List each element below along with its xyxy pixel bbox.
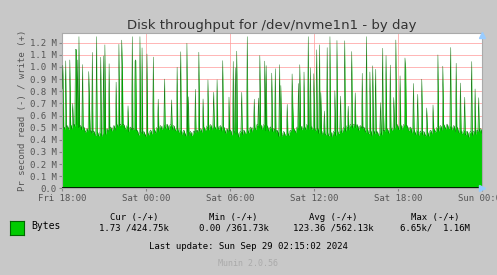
Text: 1.73 /424.75k: 1.73 /424.75k bbox=[99, 223, 169, 232]
Text: Avg (-/+): Avg (-/+) bbox=[309, 213, 357, 222]
Text: Max (-/+): Max (-/+) bbox=[411, 213, 459, 222]
Text: Munin 2.0.56: Munin 2.0.56 bbox=[219, 259, 278, 268]
Text: Cur (-/+): Cur (-/+) bbox=[110, 213, 159, 222]
Text: 6.65k/  1.16M: 6.65k/ 1.16M bbox=[400, 223, 470, 232]
Title: Disk throughput for /dev/nvme1n1 - by day: Disk throughput for /dev/nvme1n1 - by da… bbox=[127, 19, 417, 32]
Text: Last update: Sun Sep 29 02:15:02 2024: Last update: Sun Sep 29 02:15:02 2024 bbox=[149, 242, 348, 251]
Y-axis label: Pr second read (-) / write (+): Pr second read (-) / write (+) bbox=[18, 30, 27, 191]
Text: 123.36 /562.13k: 123.36 /562.13k bbox=[293, 223, 373, 232]
Text: 0.00 /361.73k: 0.00 /361.73k bbox=[199, 223, 268, 232]
Text: Min (-/+): Min (-/+) bbox=[209, 213, 258, 222]
Text: RRDTOOL / TOBI OETIKER: RRDTOOL / TOBI OETIKER bbox=[489, 22, 494, 104]
Text: Bytes: Bytes bbox=[31, 221, 60, 231]
